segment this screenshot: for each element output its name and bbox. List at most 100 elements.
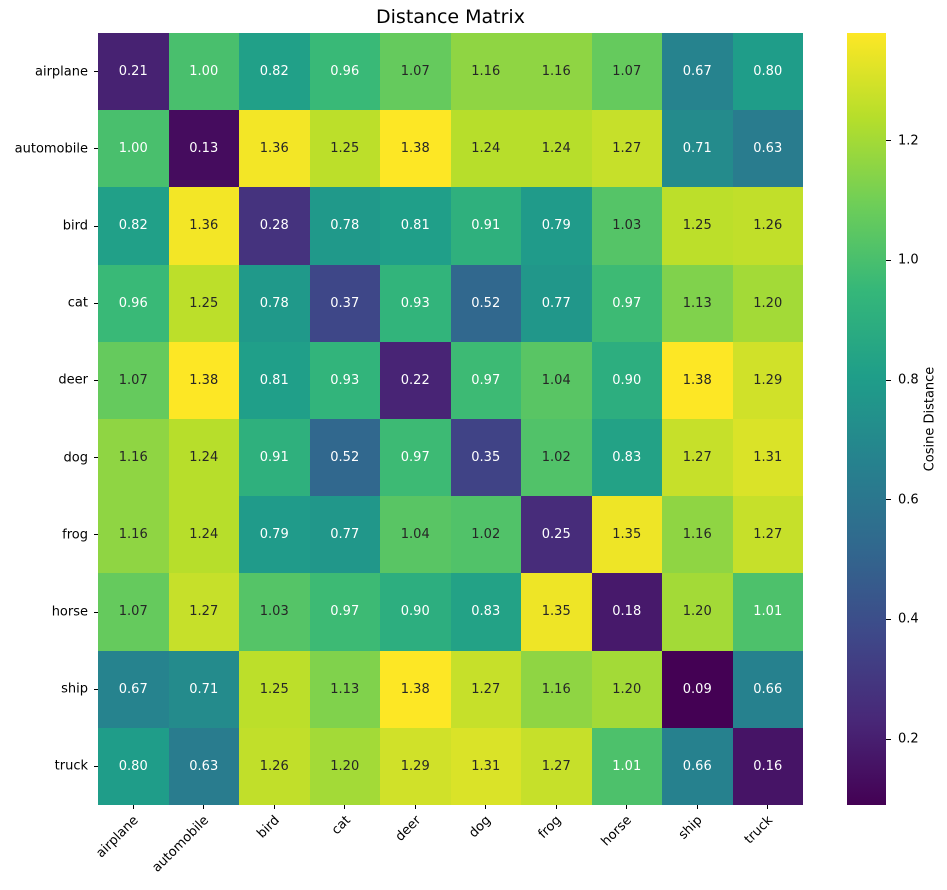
heatmap-cell-truck-truck: 0.16 [732,727,803,805]
heatmap-cell-frog-truck: 1.27 [732,496,803,574]
heatmap-cell-cat-bird: 0.78 [239,264,310,342]
heatmap-cell-truck-bird: 1.26 [239,727,310,805]
heatmap-cell-ship-automobile: 0.71 [168,650,239,728]
x-tick-label-airplane: airplane [93,813,142,862]
heatmap-cell-frog-bird: 0.79 [239,496,310,574]
heatmap-cell-horse-automobile: 1.27 [168,573,239,651]
heatmap-cell-automobile-horse: 1.27 [591,110,662,188]
heatmap-cell-horse-truck: 1.01 [732,573,803,651]
heatmap-cell-automobile-truck: 0.63 [732,110,803,188]
heatmap-cell-bird-deer: 0.81 [380,187,451,265]
heatmap-cell-truck-frog: 1.27 [521,727,592,805]
heatmap-cell-deer-deer: 0.22 [380,341,451,419]
x-tick-label-frog: frog [535,813,565,842]
heatmap-cell-truck-automobile: 0.63 [168,727,239,805]
heatmap-cell-bird-truck: 1.26 [732,187,803,265]
heatmap-cell-deer-airplane: 1.07 [98,341,169,419]
heatmap-cell-airplane-ship: 0.67 [662,33,733,111]
x-tick-mark [696,805,698,809]
heatmap-cell-horse-ship: 1.20 [662,573,733,651]
colorbar-tick-label-0.4: 0.4 [898,611,919,627]
heatmap-cell-ship-airplane: 0.67 [98,650,169,728]
heatmap-cell-frog-horse: 1.35 [591,496,662,574]
y-tick-mark [94,765,98,767]
y-tick-label-frog: frog [62,527,88,543]
y-tick-mark [94,225,98,227]
y-tick-label-cat: cat [67,295,88,311]
heatmap-cell-dog-truck: 1.31 [732,418,803,497]
heatmap-cell-bird-bird: 0.28 [239,187,310,265]
heatmap-cell-horse-cat: 0.97 [309,573,380,651]
x-tick-mark [273,805,275,809]
y-tick-mark [94,148,98,150]
y-tick-mark [94,534,98,536]
heatmap-cell-dog-cat: 0.52 [309,418,380,497]
colorbar-tick-label-0.8: 0.8 [898,372,919,388]
heatmap-cell-dog-bird: 0.91 [239,418,310,497]
y-tick-mark [94,71,98,73]
heatmap-cell-cat-cat: 0.37 [309,264,380,342]
colorbar-tick-mark [886,738,891,740]
heatmap-cell-ship-cat: 1.13 [309,650,380,728]
heatmap-cell-bird-cat: 0.78 [309,187,380,265]
heatmap-cell-frog-airplane: 1.16 [98,496,169,574]
heatmap-cell-ship-frog: 1.16 [521,650,592,728]
heatmap-cell-dog-dog: 0.35 [450,418,521,497]
y-tick-mark [94,611,98,613]
heatmap-cell-ship-horse: 1.20 [591,650,662,728]
x-tick-label-automobile: automobile [149,813,213,876]
heatmap-cell-cat-horse: 0.97 [591,264,662,342]
heatmap-cell-deer-cat: 0.93 [309,341,380,419]
heatmap-cell-ship-ship: 0.09 [662,650,733,728]
heatmap-cell-automobile-bird: 1.36 [239,110,310,188]
heatmap-cell-cat-frog: 0.77 [521,264,592,342]
colorbar [847,33,886,805]
y-tick-mark [94,688,98,690]
heatmap-cell-frog-frog: 0.25 [521,496,592,574]
colorbar-label: Cosine Distance [922,366,938,472]
y-tick-label-deer: deer [58,372,88,388]
colorbar-tick-mark [886,259,891,261]
heatmap-cell-horse-horse: 0.18 [591,573,662,651]
heatmap-cell-automobile-deer: 1.38 [380,110,451,188]
chart-title: Distance Matrix [376,6,525,28]
heatmap-cell-airplane-bird: 0.82 [239,33,310,111]
x-tick-mark [344,805,346,809]
x-tick-mark [626,805,628,809]
colorbar-tick-mark [886,499,891,501]
heatmap-cell-horse-bird: 1.03 [239,573,310,651]
colorbar-tick-mark [886,379,891,381]
heatmap-cell-truck-airplane: 0.80 [98,727,169,805]
heatmap-cell-ship-dog: 1.27 [450,650,521,728]
heatmap-cell-automobile-frog: 1.24 [521,110,592,188]
heatmap-cell-airplane-automobile: 1.00 [168,33,239,111]
colorbar-tick-label-0.2: 0.2 [898,731,919,747]
y-tick-label-automobile: automobile [14,141,88,157]
heatmap-cell-cat-ship: 1.13 [662,264,733,342]
heatmap-cell-truck-ship: 0.66 [662,727,733,805]
heatmap-cell-dog-deer: 0.97 [380,418,451,497]
heatmap-cell-dog-frog: 1.02 [521,418,592,497]
x-tick-label-truck: truck [742,813,777,848]
heatmap-cell-deer-horse: 0.90 [591,341,662,419]
heatmap-cell-airplane-airplane: 0.21 [98,33,169,111]
heatmap-cell-frog-dog: 1.02 [450,496,521,574]
heatmap-cell-automobile-dog: 1.24 [450,110,521,188]
heatmap-cell-ship-deer: 1.38 [380,650,451,728]
heatmap-cell-horse-frog: 1.35 [521,573,592,651]
x-tick-label-deer: deer [392,813,424,845]
x-tick-mark [203,805,205,809]
heatmap-cell-bird-horse: 1.03 [591,187,662,265]
x-tick-label-cat: cat [328,813,354,838]
x-tick-mark [414,805,416,809]
heatmap-cell-cat-airplane: 0.96 [98,264,169,342]
heatmap-cell-frog-ship: 1.16 [662,496,733,574]
heatmap-cell-deer-truck: 1.29 [732,341,803,419]
y-tick-label-ship: ship [61,681,88,697]
heatmap-cell-airplane-cat: 0.96 [309,33,380,111]
heatmap-cell-automobile-airplane: 1.00 [98,110,169,188]
heatmap-cell-frog-automobile: 1.24 [168,496,239,574]
heatmap-cell-deer-bird: 0.81 [239,341,310,419]
heatmap-cell-bird-ship: 1.25 [662,187,733,265]
